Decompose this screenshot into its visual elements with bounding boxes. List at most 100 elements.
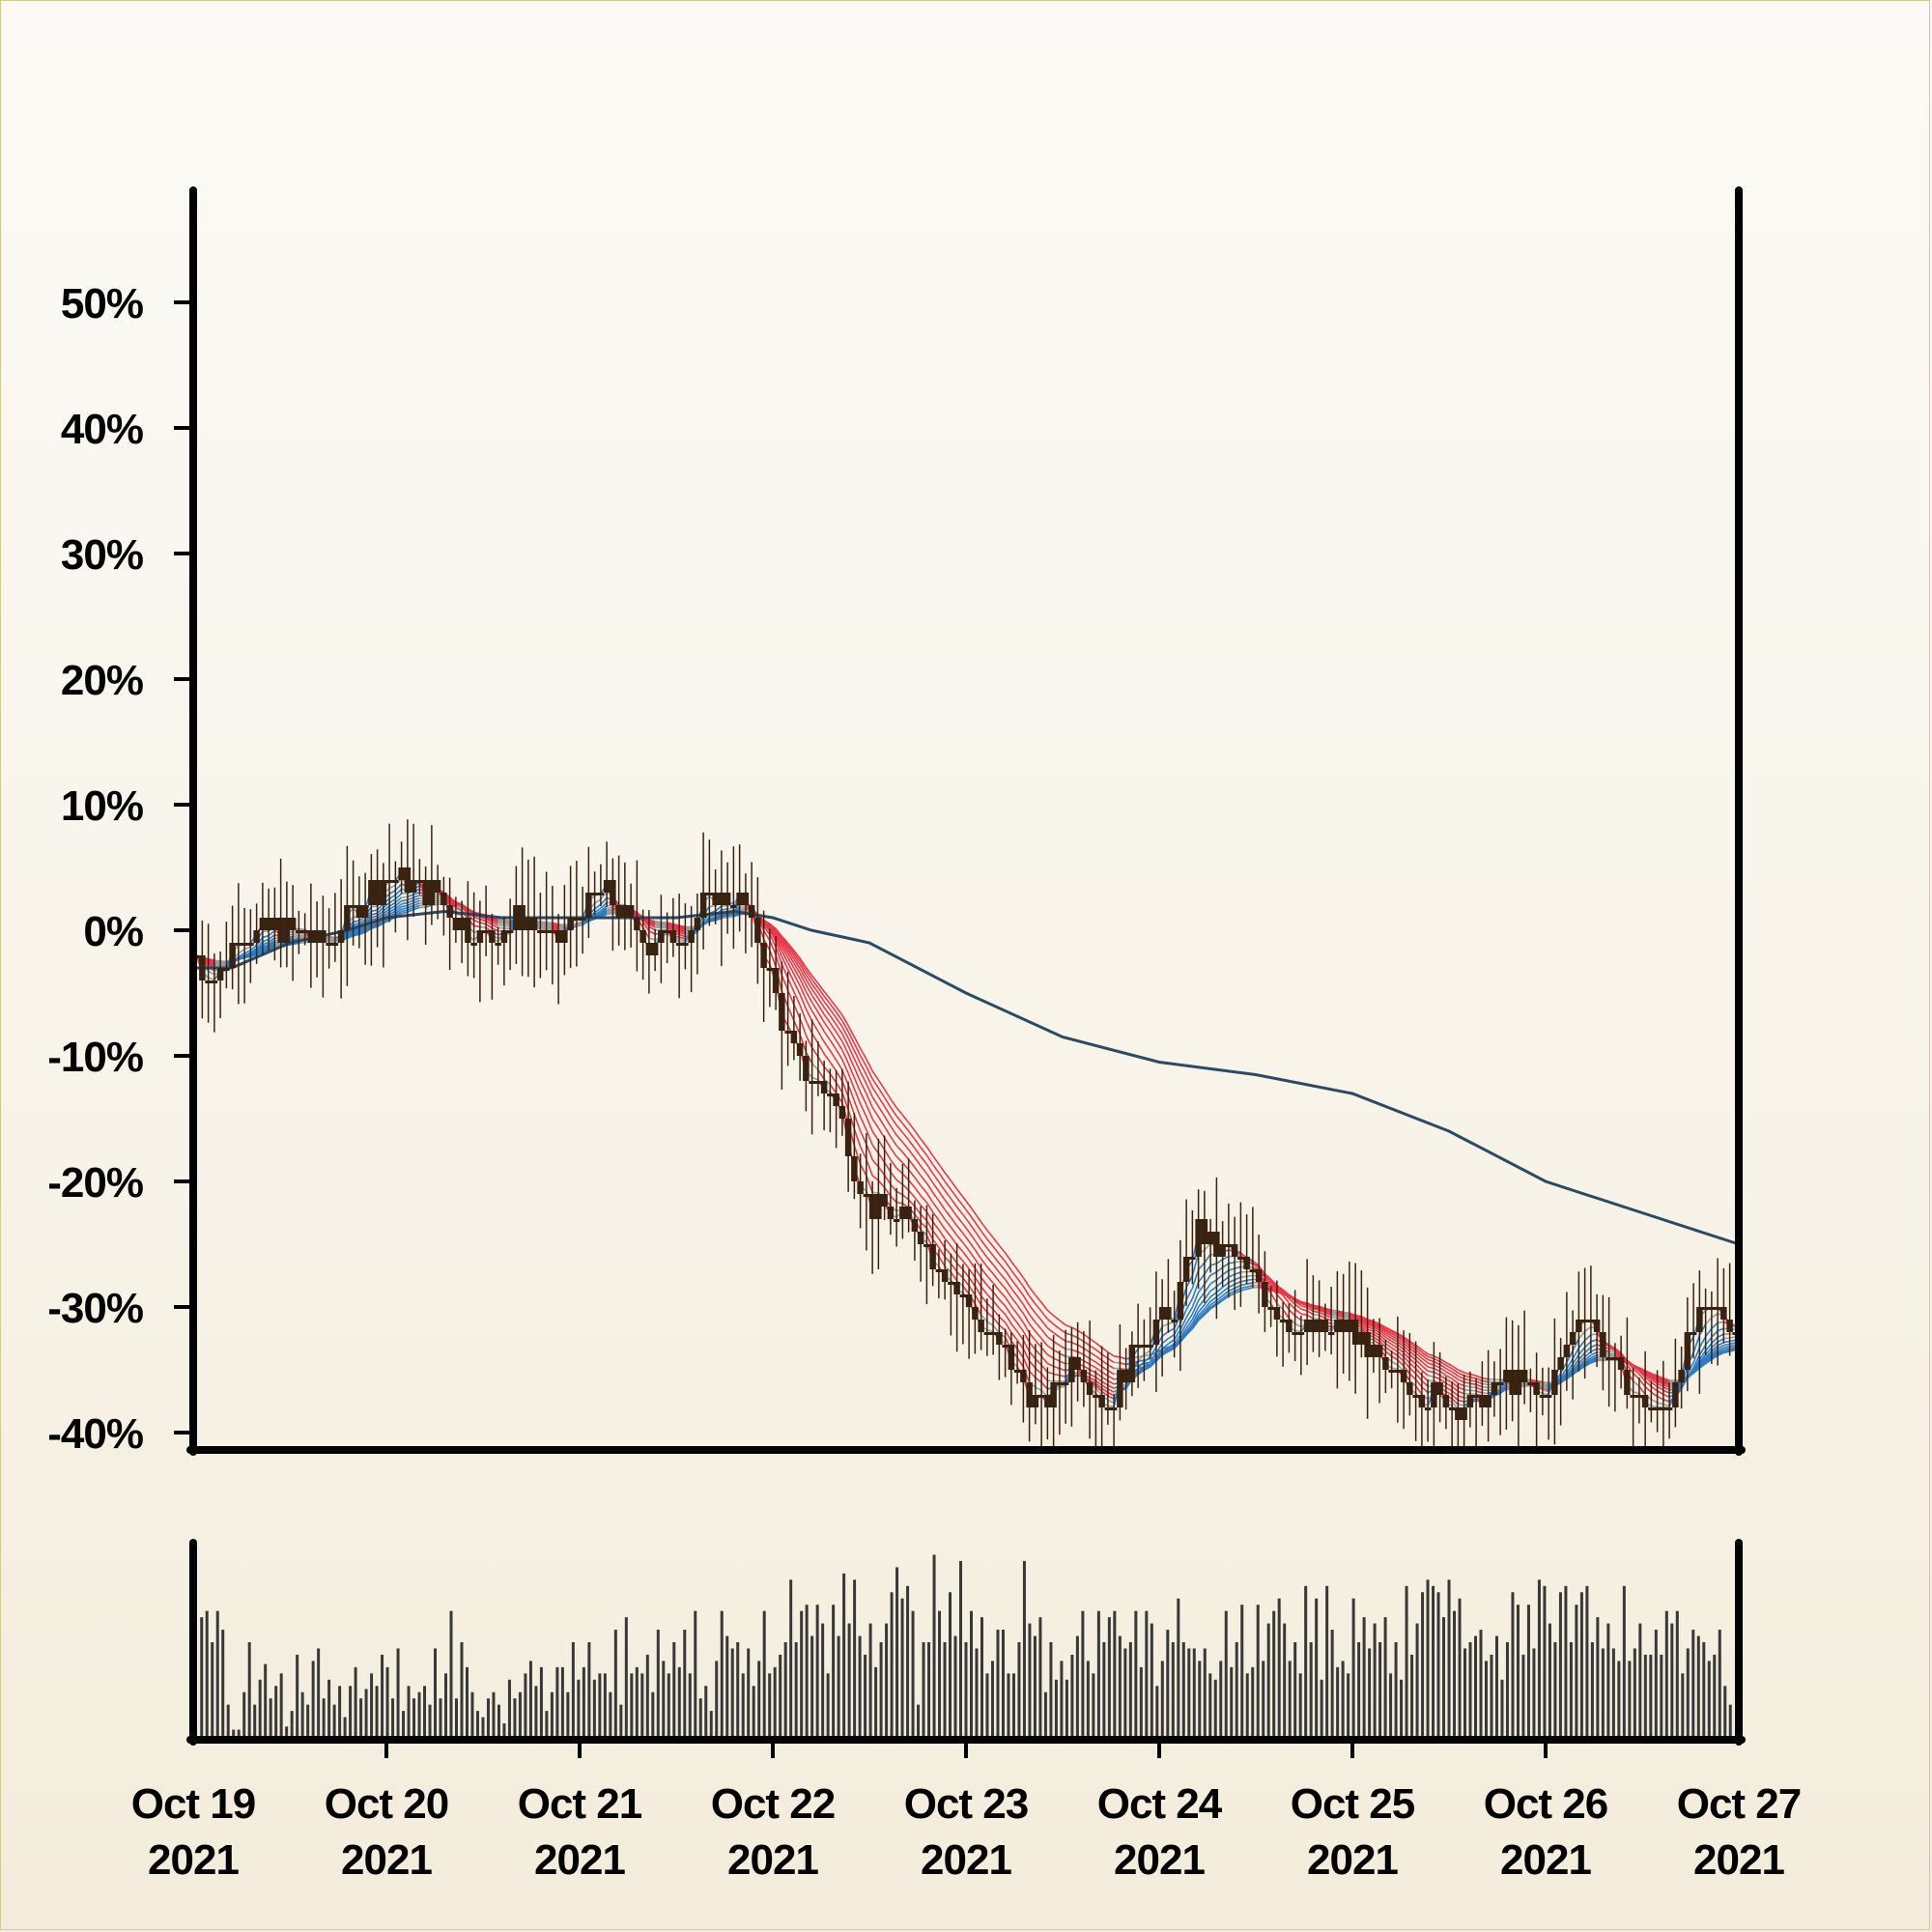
ribbon-segment: [1469, 1373, 1477, 1377]
ribbon-segment: [859, 1163, 867, 1177]
volume-bar: [1548, 1623, 1551, 1736]
ribbon-segment: [829, 1022, 838, 1033]
ribbon-segment: [1577, 1347, 1586, 1355]
candle-body: [1617, 1357, 1625, 1370]
ribbon-segment: [1222, 1282, 1230, 1289]
ribbon-segment: [1729, 1336, 1736, 1339]
volume-bar: [577, 1679, 581, 1736]
volume-bar: [1341, 1661, 1345, 1736]
candle-body: [1436, 1382, 1443, 1395]
ribbon-segment: [1035, 1330, 1042, 1340]
ribbon-segment: [890, 1158, 897, 1169]
ribbon-segment: [1252, 1263, 1260, 1268]
ribbon-segment: [925, 1163, 934, 1175]
ribbon-segment: [588, 918, 595, 923]
ribbon-segment: [1414, 1385, 1423, 1395]
ribbon-segment: [249, 944, 258, 952]
y-tick-label: 20%: [61, 657, 143, 704]
ribbon-segment: [473, 916, 481, 921]
ribbon-segment: [364, 923, 372, 929]
ribbon-segment: [715, 917, 723, 922]
ribbon-segment: [1657, 1378, 1664, 1384]
ribbon-segment: [479, 922, 487, 925]
ribbon-segment: [938, 1246, 946, 1258]
ribbon-segment: [1530, 1378, 1537, 1382]
ribbon-segment: [540, 924, 547, 927]
ribbon-segment: [1300, 1304, 1308, 1309]
ribbon-segment: [1445, 1361, 1453, 1367]
volume-bar: [1065, 1679, 1068, 1736]
ribbon-segment: [455, 905, 463, 908]
candle-body: [259, 918, 267, 930]
ribbon-segment: [810, 994, 819, 1006]
ribbon-segment: [1657, 1382, 1664, 1388]
ribbon-segment: [1185, 1319, 1194, 1329]
ribbon-segment: [980, 1286, 988, 1295]
ribbon-segment: [1046, 1345, 1055, 1351]
ribbon-segment: [262, 945, 270, 950]
ribbon-segment: [1391, 1367, 1399, 1371]
ribbon-segment: [1385, 1326, 1392, 1331]
volume-bar: [492, 1691, 496, 1736]
ribbon-segment: [1475, 1386, 1483, 1391]
ribbon-segment: [1434, 1357, 1440, 1363]
volume-bar: [747, 1648, 751, 1736]
ribbon-segment: [1367, 1323, 1375, 1328]
volume-bar: [1484, 1661, 1488, 1736]
ribbon-segment: [968, 1267, 977, 1278]
ribbon-segment: [799, 985, 808, 1000]
ribbon-segment: [1004, 1269, 1012, 1280]
volume-bar: [296, 1654, 299, 1736]
volume-bar: [1362, 1617, 1366, 1736]
ribbon-segment: [1209, 1279, 1217, 1285]
x-tick-label-date: Oct 21: [518, 1780, 642, 1828]
ribbon-segment: [1397, 1359, 1405, 1367]
ribbon-segment: [793, 981, 801, 995]
ribbon-segment: [1035, 1321, 1042, 1330]
ribbon-segment: [1638, 1370, 1646, 1378]
volume-bar: [996, 1630, 1000, 1736]
ribbon-segment: [377, 921, 384, 926]
volume-bar: [868, 1623, 872, 1736]
ribbon-segment: [1451, 1390, 1459, 1397]
ribbon-segment: [678, 926, 686, 930]
ribbon-segment: [1729, 1344, 1737, 1348]
volume-bar: [805, 1605, 809, 1736]
ribbon-segment: [950, 1271, 958, 1282]
ribbon-segment: [925, 1173, 934, 1183]
ribbon-segment: [871, 1070, 880, 1081]
volume-bar: [779, 1654, 782, 1736]
ribbon-segment: [974, 1249, 982, 1260]
ribbon-segment: [1324, 1317, 1332, 1321]
volume-bar: [725, 1635, 729, 1736]
ribbon-segment: [1004, 1279, 1012, 1290]
ribbon-segment: [293, 934, 299, 938]
ribbon-segment: [1300, 1302, 1308, 1307]
volume-bar: [311, 1661, 315, 1736]
ribbon-segment: [1542, 1385, 1549, 1388]
ribbon-segment: [1101, 1380, 1109, 1386]
candle-body: [820, 1081, 828, 1094]
ribbon-segment: [1421, 1354, 1429, 1361]
ribbon-segment: [1046, 1327, 1055, 1334]
ribbon-segment: [1294, 1308, 1302, 1315]
ribbon-segment: [655, 924, 662, 927]
ribbon-segment: [907, 1169, 916, 1179]
ribbon-segment: [1590, 1353, 1598, 1359]
candle-body: [965, 1294, 973, 1307]
volume-bar: [247, 1642, 251, 1736]
ribbon-segment: [1016, 1339, 1025, 1350]
ribbon-segment: [992, 1300, 1000, 1309]
ribbon-segment: [914, 1186, 922, 1197]
volume-bar: [1633, 1648, 1636, 1736]
ribbon-segment: [1179, 1327, 1187, 1339]
ribbon-segment: [1590, 1344, 1598, 1349]
candle-body: [482, 930, 490, 933]
ribbon-segment: [901, 1114, 910, 1123]
volume-bar: [1628, 1661, 1632, 1736]
ribbon-segment: [1071, 1349, 1078, 1353]
ribbon-segment: [213, 962, 221, 965]
ribbon-segment: [1276, 1302, 1284, 1311]
ribbon-segment: [1246, 1287, 1254, 1291]
ribbon-segment: [1614, 1349, 1622, 1354]
